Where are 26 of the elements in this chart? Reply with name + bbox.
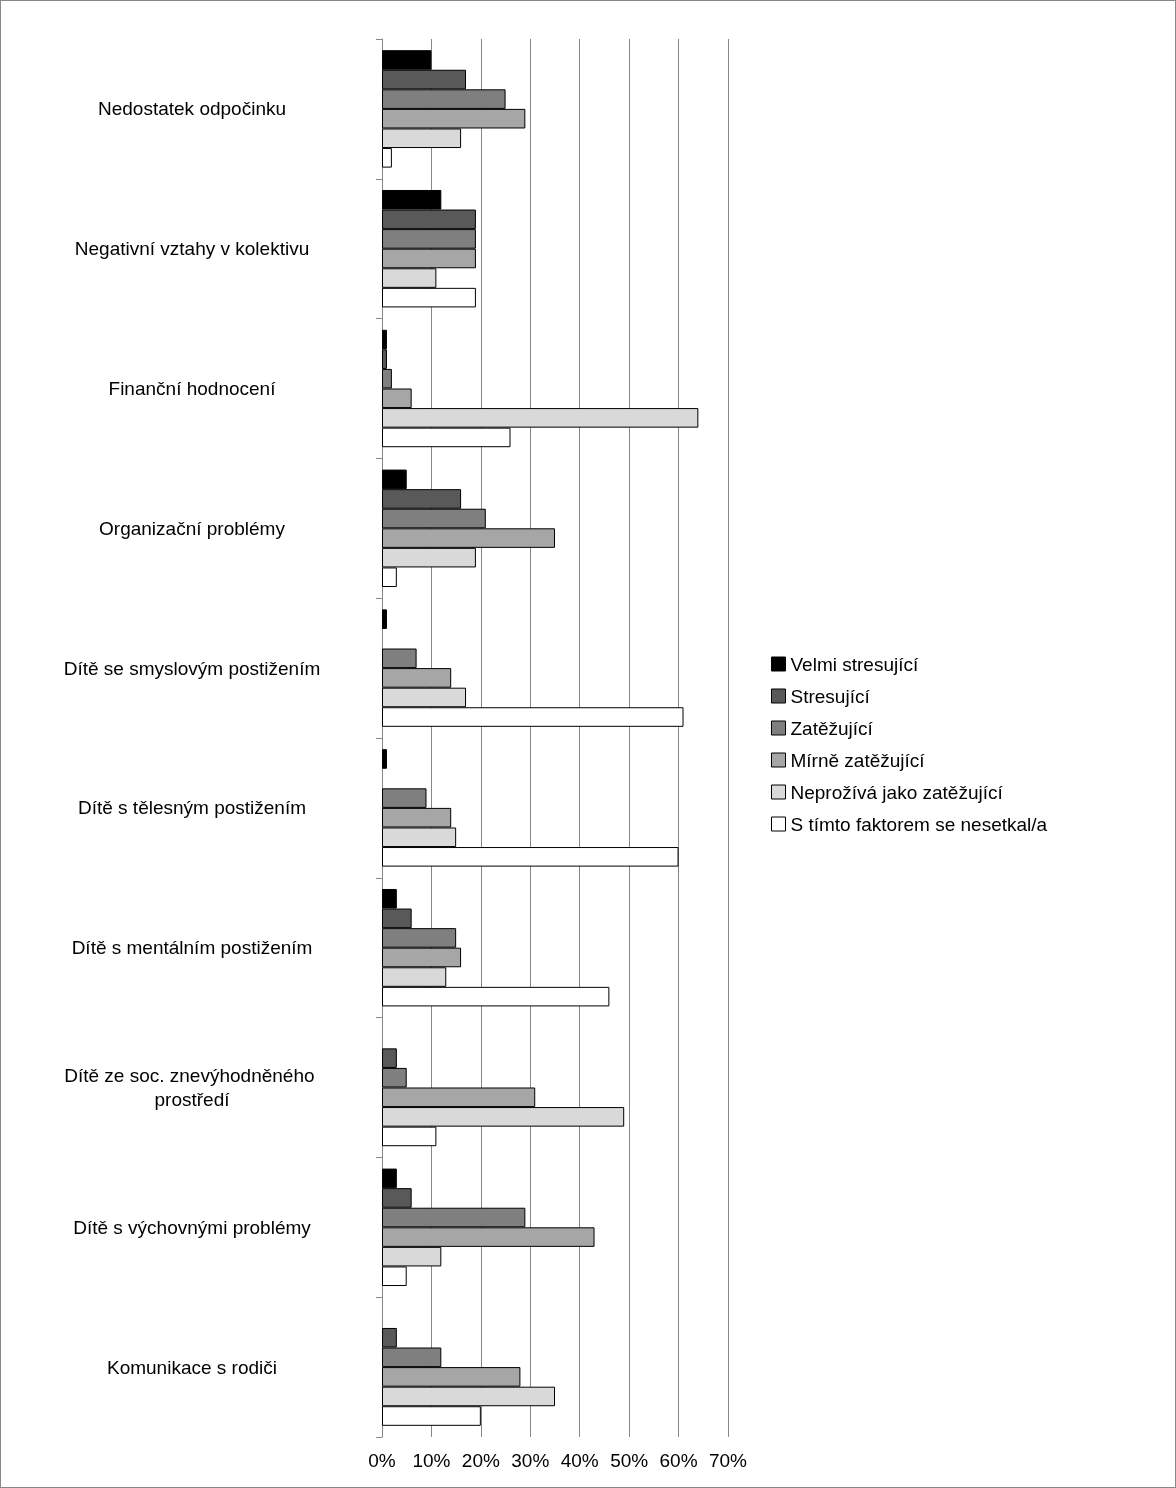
x-tick-label: 60%: [659, 1450, 698, 1471]
y-tick-label: Finanční hodnocení: [108, 378, 277, 399]
y-tick-label: Komunikace s rodiči: [106, 1356, 278, 1378]
legend-label: Mírně zatěžující: [790, 749, 926, 771]
y-tick-label: Dítě s výchovnými problémy: [73, 1216, 312, 1238]
x-tick-label: 30%: [511, 1450, 550, 1471]
x-tick-label: 20%: [461, 1450, 500, 1471]
y-tick-label: Dítě s tělesným postižením: [77, 797, 307, 819]
legend-label: Zatěžující: [790, 717, 874, 739]
x-tick-label: 50%: [610, 1450, 649, 1471]
x-tick-label: 0%: [368, 1450, 396, 1471]
legend-label: Neprožívá jako zatěžující: [790, 781, 1004, 803]
legend-label: Stresující: [790, 685, 871, 707]
x-tick-label: 10%: [412, 1450, 451, 1471]
bar: [382, 609, 387, 629]
y-tick-label: Organizační problémy: [99, 517, 286, 539]
y-tick-label: Dítě s mentálním postižením: [71, 937, 313, 959]
y-tick-label: Dítě ze soc. znevýhodněného prostředí: [64, 1065, 320, 1110]
y-tick-label: Nedostatek odpočinku: [97, 98, 287, 120]
x-tick-label: 70%: [708, 1450, 748, 1471]
bar: [382, 749, 387, 769]
y-tick-label: Dítě se smyslovým postižením: [63, 657, 321, 679]
legend-label: Velmi stresující: [790, 653, 919, 675]
x-tick-label: 40%: [560, 1450, 599, 1471]
y-tick-label: Negativní vztahy v kolektivu: [74, 238, 310, 260]
legend-label: S tímto faktorem se nesetkal/a: [790, 813, 1048, 835]
